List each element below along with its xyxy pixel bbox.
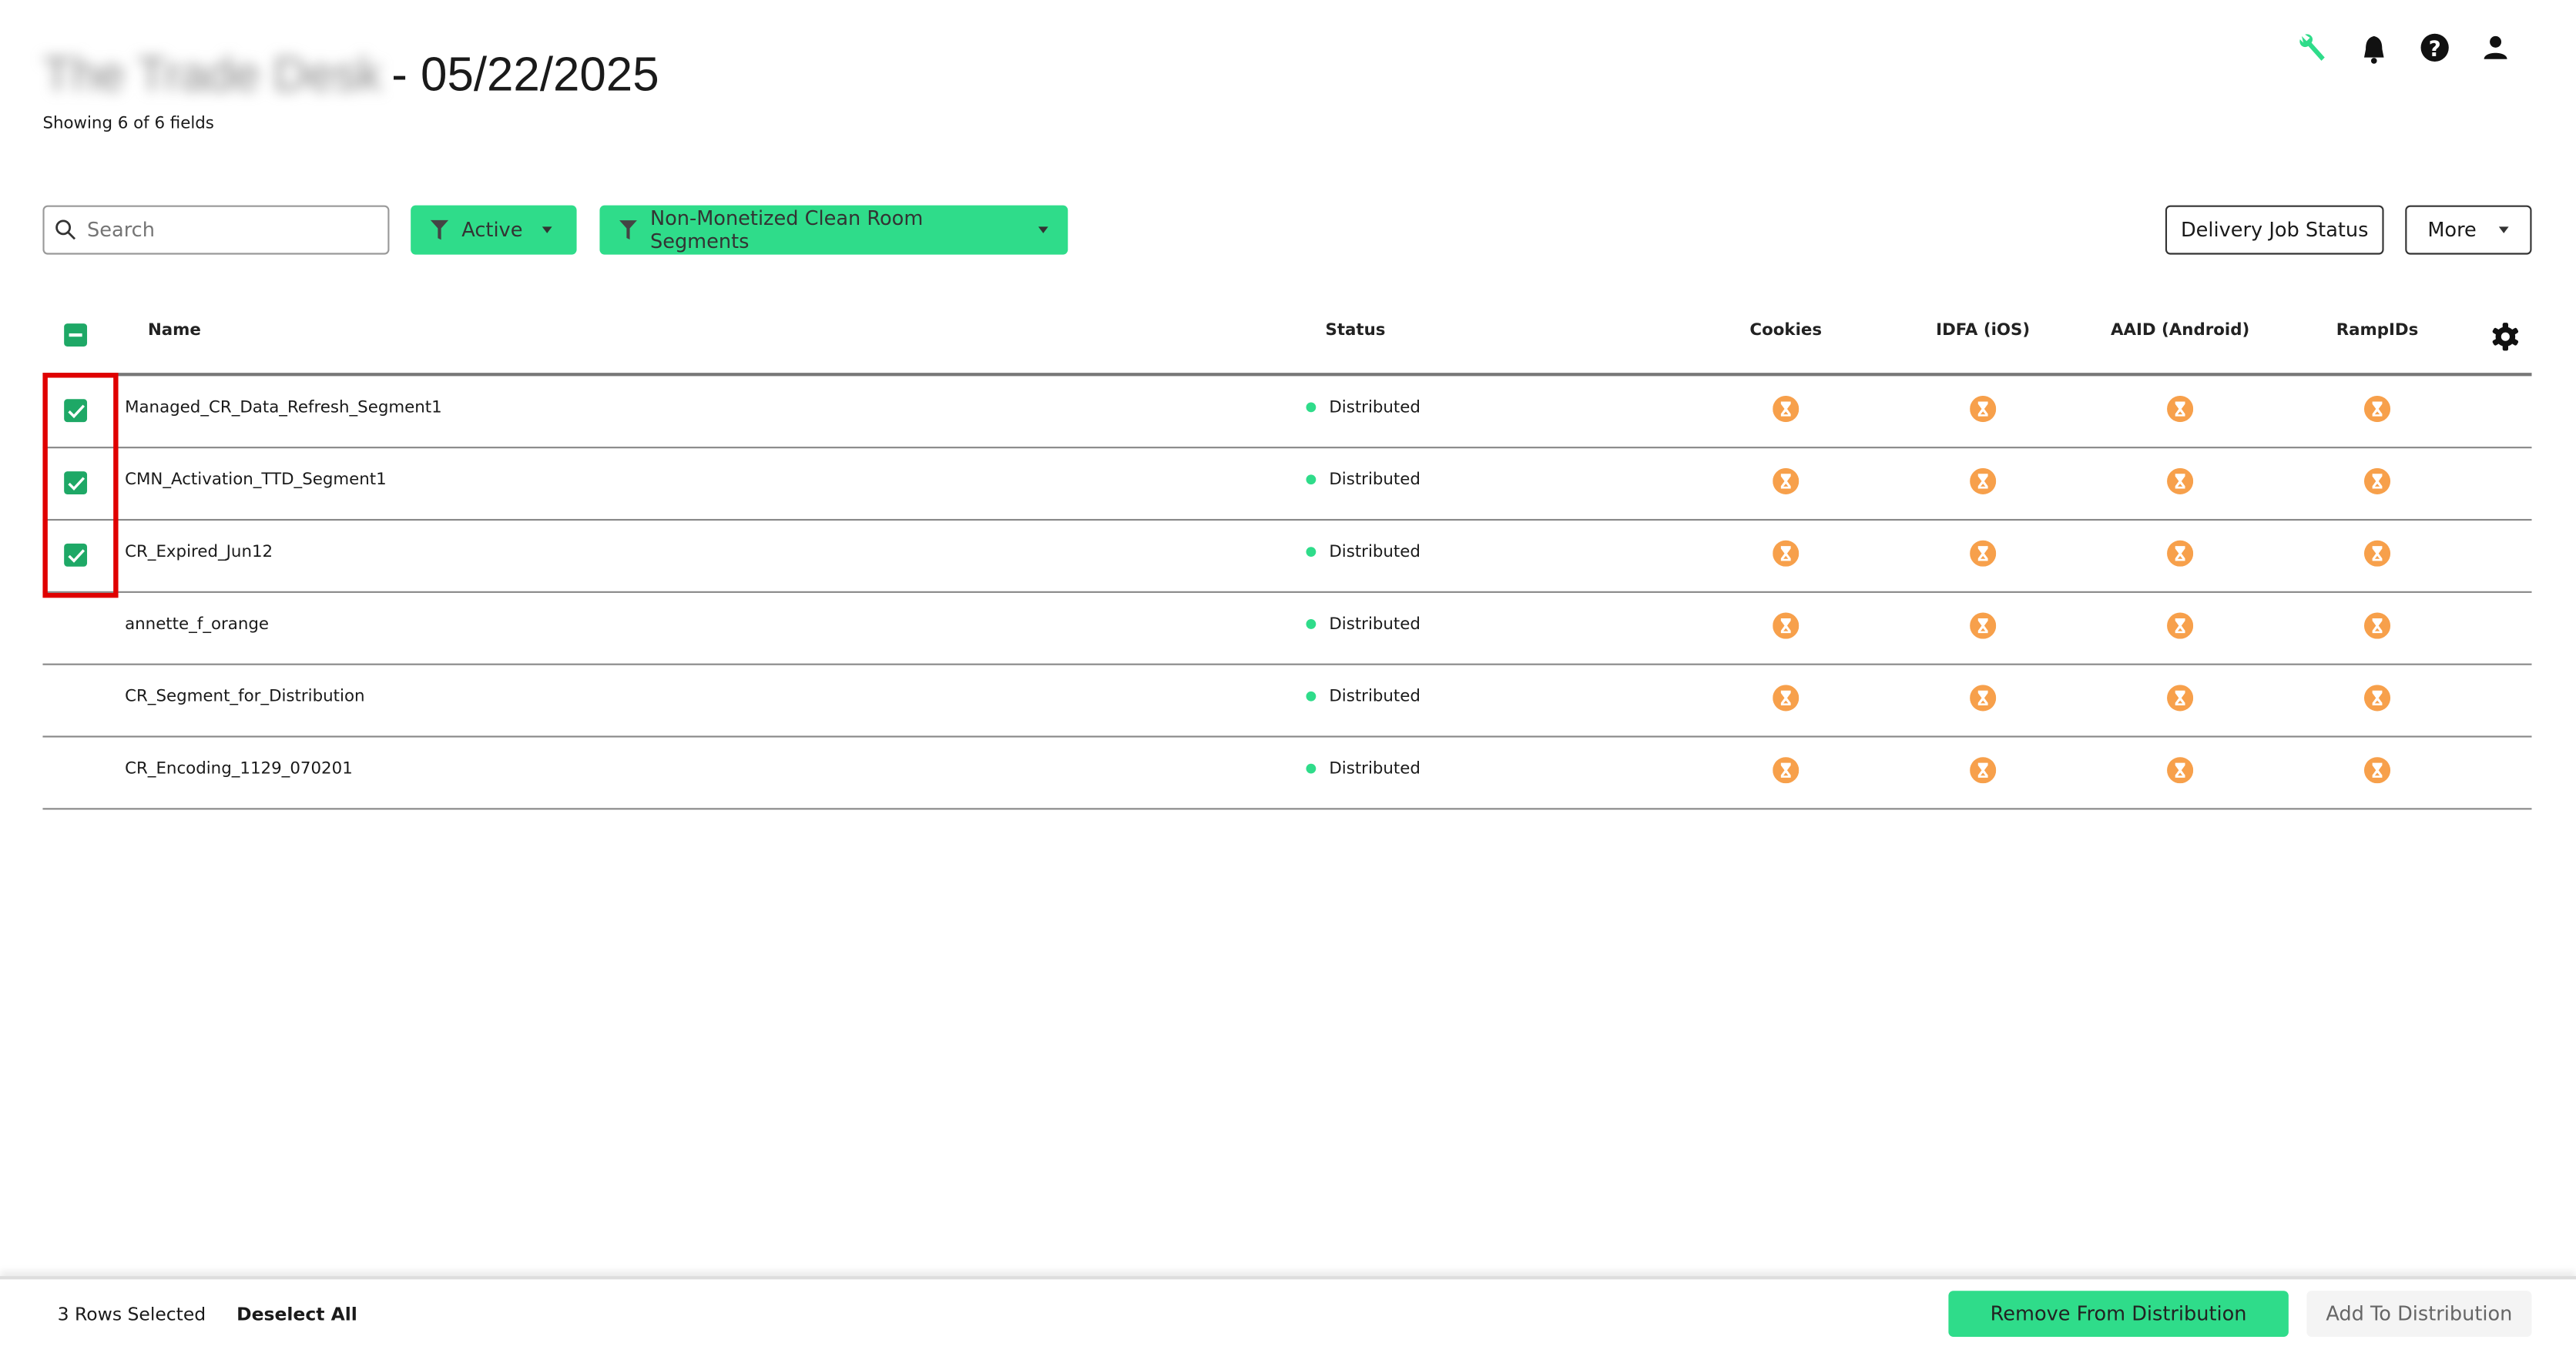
deselect-all-link[interactable]: Deselect All <box>236 1304 357 1326</box>
hourglass-pending-icon <box>1773 685 1800 718</box>
more-label: More <box>2427 218 2477 242</box>
row-divider <box>42 735 2532 738</box>
status-dot-icon <box>1306 763 1317 774</box>
row-divider <box>42 447 2532 449</box>
status-label: Distributed <box>1329 543 1420 562</box>
bell-icon[interactable] <box>2361 35 2387 64</box>
segment-filter-label: Non-Monetized Clean Room Segments <box>649 206 924 253</box>
segment-name[interactable]: CMN_Activation_TTD_Segment1 <box>125 471 387 490</box>
hourglass-pending-icon <box>1970 612 1997 645</box>
search-field[interactable] <box>42 205 390 255</box>
delivery-job-status-label: Delivery Job Status <box>2180 218 2369 242</box>
selection-highlight-box <box>42 373 119 598</box>
hourglass-pending-icon <box>2167 540 2194 574</box>
row-divider <box>42 808 2532 810</box>
hourglass-pending-icon <box>1773 612 1800 645</box>
hourglass-pending-icon <box>2363 395 2391 429</box>
status-badge: Distributed <box>1306 760 1420 779</box>
row-checkbox[interactable] <box>64 399 88 423</box>
status-label: Distributed <box>1329 615 1420 635</box>
segment-name[interactable]: CR_Segment_for_Distribution <box>125 688 365 707</box>
hourglass-pending-icon <box>1970 395 1997 429</box>
remove-from-distribution-button[interactable]: Remove From Distribution <box>1948 1291 2289 1338</box>
status-badge: Distributed <box>1306 399 1420 417</box>
row-checkbox[interactable] <box>64 543 88 567</box>
hourglass-pending-icon <box>2363 467 2391 501</box>
hourglass-pending-icon <box>2167 395 2194 429</box>
hourglass-pending-icon <box>1773 757 1800 790</box>
wrench-icon[interactable] <box>2297 33 2330 66</box>
status-badge: Distributed <box>1306 688 1420 706</box>
segment-name[interactable]: CR_Expired_Jun12 <box>125 543 273 562</box>
hourglass-pending-icon <box>1970 757 1997 790</box>
hourglass-pending-icon <box>2363 540 2391 574</box>
search-icon <box>55 219 76 240</box>
hourglass-pending-icon <box>1773 395 1800 429</box>
search-input[interactable] <box>83 216 354 243</box>
row-divider <box>42 663 2532 665</box>
status-badge: Distributed <box>1306 544 1420 561</box>
hourglass-pending-icon <box>1970 685 1997 718</box>
status-dot-icon <box>1306 402 1317 413</box>
hourglass-pending-icon <box>1773 540 1800 574</box>
caret-down-icon <box>2499 226 2510 233</box>
select-all-checkbox[interactable] <box>64 323 88 347</box>
status-badge: Distributed <box>1306 471 1420 490</box>
status-badge: Distributed <box>1306 616 1420 634</box>
status-dot-icon <box>1306 474 1317 485</box>
status-label: Distributed <box>1329 688 1420 707</box>
column-header-aaid[interactable]: AAID (Android) <box>2110 322 2250 340</box>
column-header-status[interactable]: Status <box>1325 322 1386 340</box>
hourglass-pending-icon <box>2167 467 2194 501</box>
status-filter-dropdown[interactable]: Active <box>411 205 577 255</box>
check-icon <box>67 476 84 490</box>
segment-filter-dropdown[interactable]: Non-Monetized Clean Room Segments <box>599 205 1068 255</box>
header-divider <box>42 373 2532 377</box>
filter-icon <box>619 220 637 240</box>
caret-down-icon <box>1038 226 1048 233</box>
page-title: The Trade Desk - 05/22/2025 <box>42 49 659 103</box>
segment-name[interactable]: annette_f_orange <box>125 615 270 635</box>
column-header-cookies[interactable]: Cookies <box>1749 322 1823 340</box>
svg-text:?: ? <box>2429 36 2441 62</box>
account-name-blurred: The Trade Desk <box>42 49 382 102</box>
check-icon <box>67 548 84 562</box>
status-dot-icon <box>1306 691 1317 702</box>
status-dot-icon <box>1306 619 1317 629</box>
more-dropdown[interactable]: More <box>2405 205 2532 255</box>
fields-count: Showing 6 of 6 fields <box>42 115 214 133</box>
hourglass-pending-icon <box>2167 612 2194 645</box>
hourglass-pending-icon <box>1970 467 1997 501</box>
status-filter-label: Active <box>461 218 523 242</box>
segment-name[interactable]: Managed_CR_Data_Refresh_Segment1 <box>125 399 442 417</box>
segment-name[interactable]: CR_Encoding_1129_070201 <box>125 760 353 779</box>
user-icon[interactable] <box>2483 35 2509 61</box>
hourglass-pending-icon <box>2363 612 2391 645</box>
row-checkbox[interactable] <box>64 471 88 494</box>
status-label: Distributed <box>1329 399 1420 417</box>
row-divider <box>42 591 2532 593</box>
check-icon <box>67 404 84 418</box>
status-dot-icon <box>1306 547 1317 557</box>
column-header-name[interactable]: Name <box>147 322 201 340</box>
help-icon[interactable]: ? <box>2420 33 2449 62</box>
row-divider <box>42 518 2532 521</box>
gear-icon[interactable] <box>2490 322 2520 351</box>
hourglass-pending-icon <box>1773 467 1800 501</box>
column-header-idfa[interactable]: IDFA (iOS) <box>1936 322 2031 340</box>
status-label: Distributed <box>1329 760 1420 779</box>
hourglass-pending-icon <box>2363 757 2391 790</box>
caret-down-icon <box>542 226 552 233</box>
hourglass-pending-icon <box>2363 685 2391 718</box>
rows-selected-count: 3 Rows Selected <box>57 1304 206 1326</box>
add-to-distribution-button[interactable]: Add To Distribution <box>2306 1291 2532 1338</box>
hourglass-pending-icon <box>1970 540 1997 574</box>
delivery-job-status-button[interactable]: Delivery Job Status <box>2165 205 2384 255</box>
hourglass-pending-icon <box>2167 757 2194 790</box>
status-label: Distributed <box>1329 471 1420 490</box>
filter-icon <box>430 219 449 240</box>
page-title-date: - 05/22/2025 <box>391 49 659 102</box>
column-header-rampids[interactable]: RampIDs <box>2336 322 2419 340</box>
hourglass-pending-icon <box>2167 685 2194 718</box>
